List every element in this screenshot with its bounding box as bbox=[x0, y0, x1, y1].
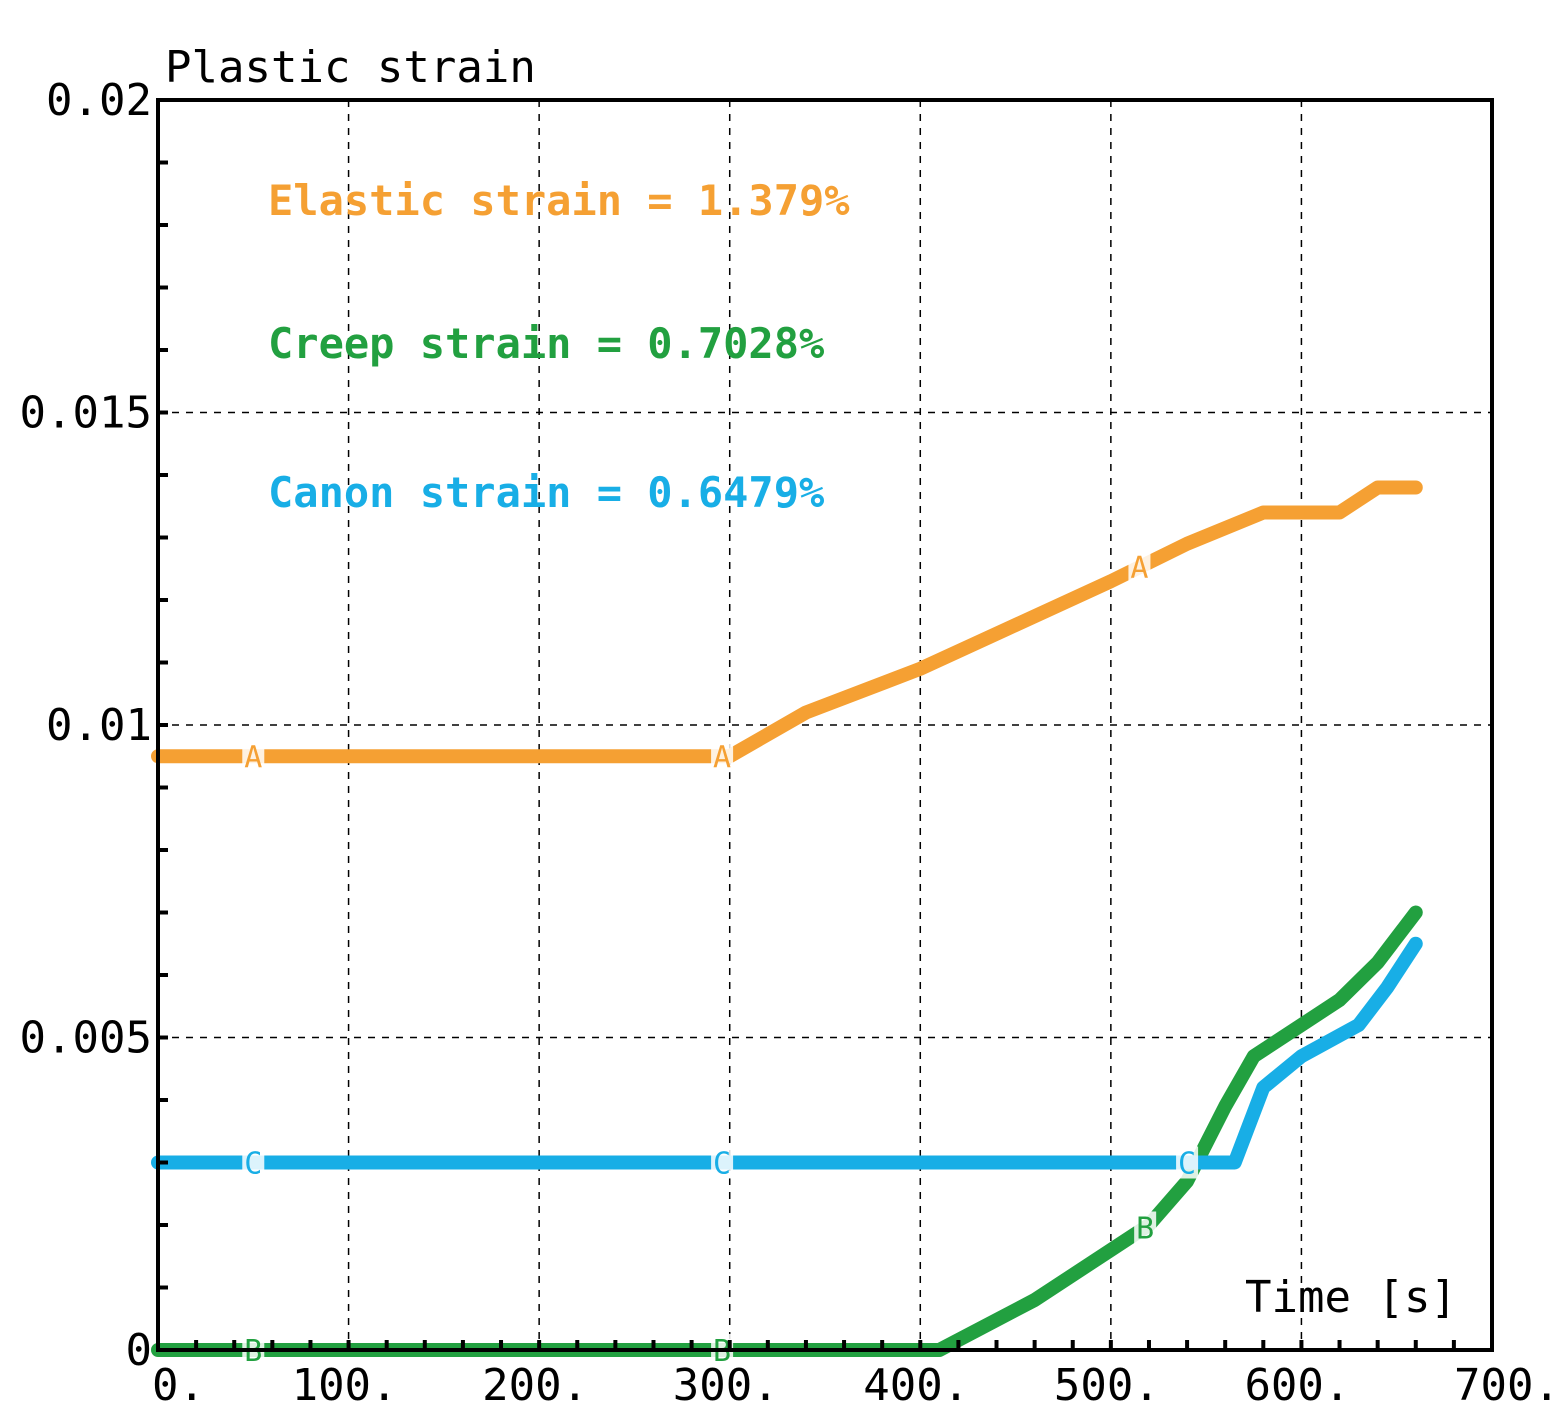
x-tick-label: 600. bbox=[1244, 1360, 1350, 1406]
y-tick-label: 0.005 bbox=[20, 1013, 152, 1064]
y-tick-label: 0.01 bbox=[46, 700, 152, 751]
x-axis-title: Time [s] bbox=[1245, 1272, 1457, 1323]
series-marker-bg bbox=[1128, 551, 1151, 584]
series-line-a bbox=[151, 480, 1423, 764]
series-line-c bbox=[151, 936, 1423, 1170]
x-tick-label: 100. bbox=[292, 1360, 398, 1406]
series-marker-label: C bbox=[713, 1147, 731, 1182]
legend-entry: Elastic strain = 1.379% bbox=[268, 176, 850, 225]
series-marker-bg bbox=[242, 1146, 265, 1179]
series-marker-label: C bbox=[244, 1147, 262, 1182]
y-axis-title: Plastic strain bbox=[165, 42, 536, 93]
series-marker-bg bbox=[242, 740, 265, 773]
series-marker-bg bbox=[1134, 1211, 1157, 1244]
series-line-b bbox=[151, 905, 1423, 1357]
series-marker-label: B bbox=[1136, 1212, 1154, 1247]
series-lines: A AAB BBC C C bbox=[151, 480, 1423, 1369]
y-tick-label: 0.02 bbox=[46, 75, 152, 126]
series-marker-bg bbox=[1176, 1146, 1199, 1179]
legend-entry: Creep strain = 0.7028% bbox=[268, 319, 824, 368]
axis-ticks: 0. 100. 200. 300. 400. 500. 600. 700. 0 0.005 0.01… bbox=[20, 75, 1560, 1406]
x-tick-label: 500. bbox=[1054, 1360, 1160, 1406]
x-tick-label: 0. bbox=[152, 1360, 205, 1406]
x-tick-label: 300. bbox=[673, 1360, 779, 1406]
legend: Elastic strain = 1.379% Creep strain = 0.… bbox=[268, 176, 850, 517]
legend-entry: Canon strain = 0.6479% bbox=[268, 468, 824, 517]
x-tick-label: 700. bbox=[1454, 1360, 1560, 1406]
x-tick-label: 200. bbox=[482, 1360, 588, 1406]
series-marker-bg bbox=[711, 740, 734, 773]
series-marker-label: A bbox=[1130, 551, 1148, 586]
series-marker-label: C bbox=[1178, 1147, 1196, 1182]
series-marker-label: A bbox=[244, 740, 262, 775]
series-marker-bg bbox=[711, 1146, 734, 1179]
series-marker-label: A bbox=[713, 740, 731, 775]
y-tick-label: 0 bbox=[126, 1325, 153, 1376]
y-tick-label: 0.015 bbox=[20, 388, 152, 439]
x-tick-label: 400. bbox=[863, 1360, 969, 1406]
